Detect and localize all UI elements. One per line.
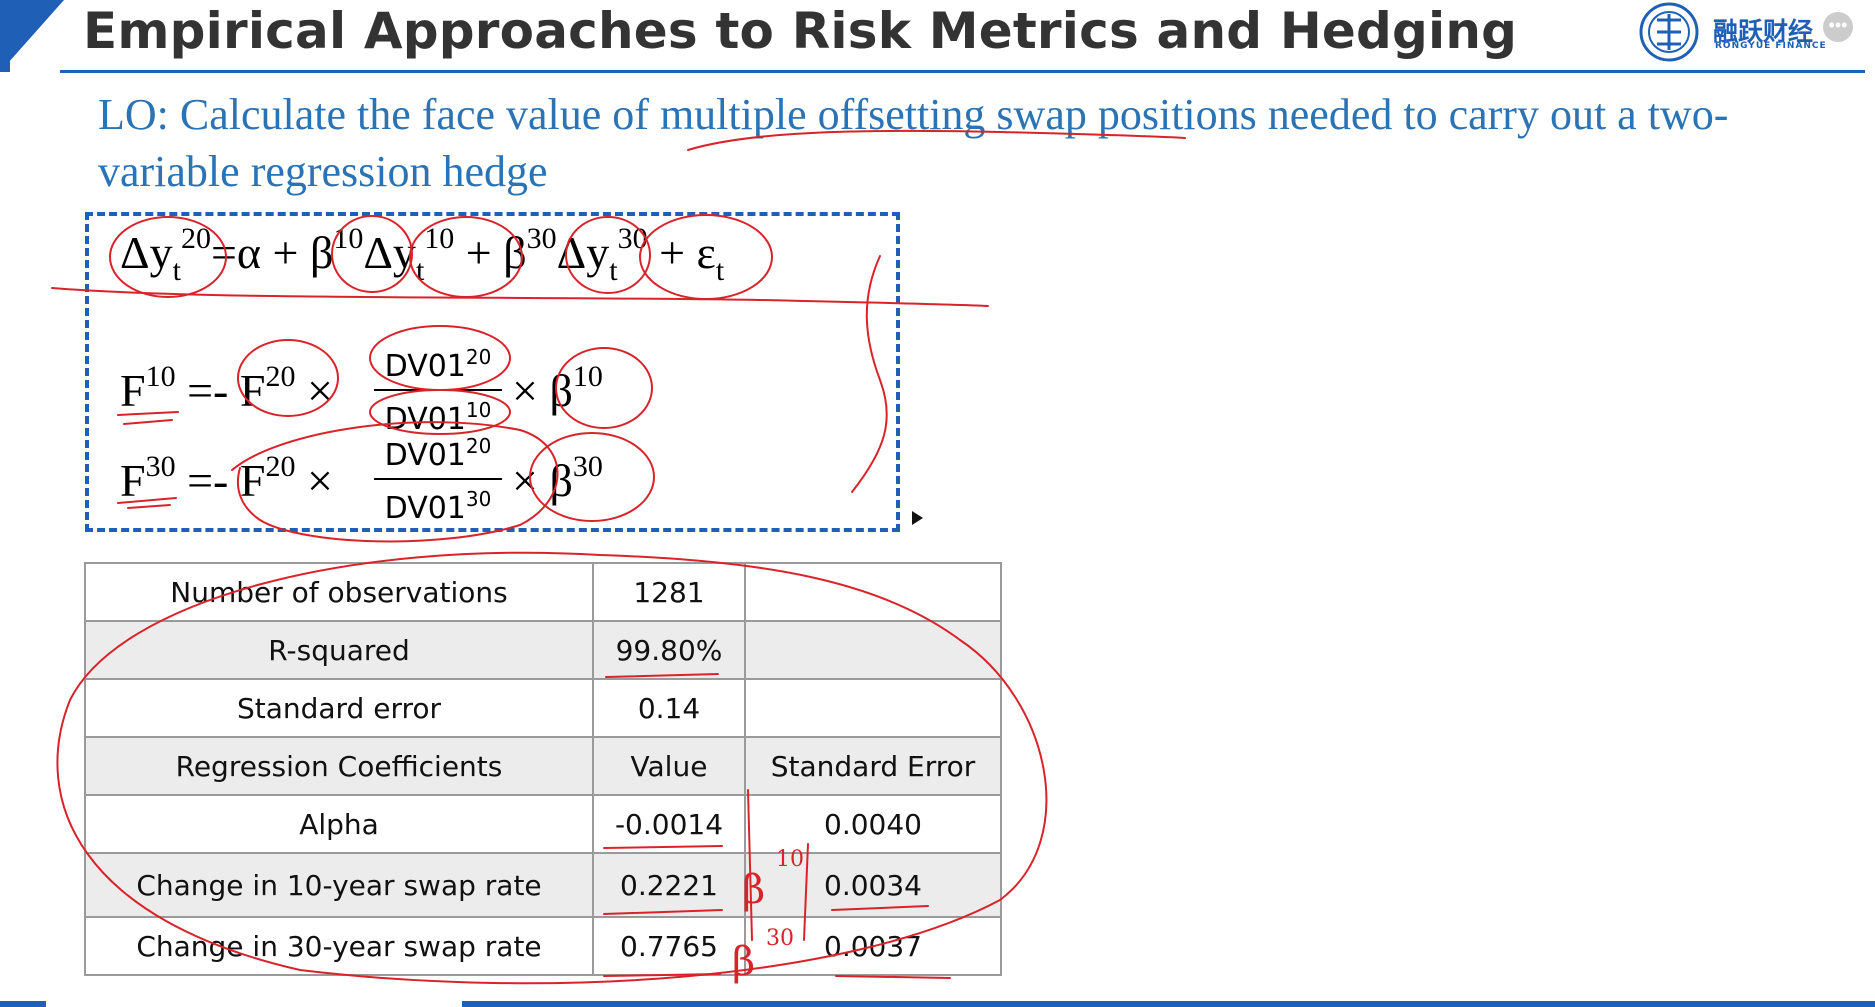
hedge-beta-10: × β10 (512, 360, 603, 416)
table-cell-value: 0.2221 (592, 852, 746, 918)
table-cell-se: 0.0040 (744, 794, 1002, 854)
table-cell-label: R-squared (84, 620, 594, 680)
table-cell-se (744, 678, 1002, 738)
table-row: Standard error 0.14 (84, 678, 1002, 738)
fraction-bar-10 (374, 389, 502, 391)
table-cell-se: 0.0037 (744, 916, 1002, 976)
footer-divider (462, 1001, 1875, 1007)
table-row: Change in 10-year swap rate 0.2221 0.003… (84, 852, 1002, 918)
table-header-row: Regression Coefficients Value Standard E… (84, 736, 1002, 796)
dv01-denominator-10: DV0110 (384, 398, 492, 437)
header-accent (0, 0, 64, 72)
hedge-beta-30: × β30 (512, 450, 603, 506)
table-cell-label: Regression Coefficients (84, 736, 594, 796)
table-cell-se: Standard Error (744, 736, 1002, 796)
regression-equation: Δyt20=α + β10Δyt10 + β30Δyt30 + εt (120, 222, 725, 287)
regression-table: Number of observations 1281 R-squared 99… (84, 562, 1002, 976)
more-options-icon[interactable]: ••• (1823, 12, 1853, 42)
table-cell-value: 1281 (592, 562, 746, 622)
table-row: Change in 30-year swap rate 0.7765 0.003… (84, 916, 1002, 976)
table-cell-se (744, 620, 1002, 680)
hedge-formula-10: F10 =- F20 × (120, 360, 333, 416)
table-cell-value: 0.14 (592, 678, 746, 738)
table-cell-label: Standard error (84, 678, 594, 738)
table-cell-value: 99.80% (592, 620, 746, 680)
brand-subtitle: RONGYUE FINANCE (1715, 41, 1827, 51)
slide-title: Empirical Approaches to Risk Metrics and… (83, 2, 1518, 60)
table-cell-label: Change in 10-year swap rate (84, 852, 594, 918)
table-cell-se (744, 562, 1002, 622)
table-row: Number of observations 1281 (84, 562, 1002, 622)
table-row: R-squared 99.80% (84, 620, 1002, 680)
play-cursor-icon (912, 511, 923, 525)
brand-seal-icon (1639, 2, 1699, 62)
dv01-numerator-30: DV0120 (384, 434, 492, 473)
table-cell-label: Alpha (84, 794, 594, 854)
hedge-formula-30: F30 =- F20 × (120, 450, 333, 506)
footer-accent (0, 1001, 46, 1007)
header-accent-bar (0, 0, 10, 72)
dv01-numerator-10: DV0120 (384, 345, 492, 384)
table-cell-label: Number of observations (84, 562, 594, 622)
table-cell-se: 0.0034 (744, 852, 1002, 918)
learning-objective: LO: Calculate the face value of multiple… (98, 90, 1729, 196)
table-cell-value: -0.0014 (592, 794, 746, 854)
table-cell-value: Value (592, 736, 746, 796)
table-cell-value: 0.7765 (592, 916, 746, 976)
header-divider (60, 70, 1865, 73)
table-row: Alpha -0.0014 0.0040 (84, 794, 1002, 854)
dv01-denominator-30: DV0130 (384, 487, 492, 526)
brand-name: 融跃财经 (1713, 17, 1814, 46)
brand-logo: 融跃财经 RONGYUE FINANCE ••• (1635, 0, 1855, 64)
fraction-bar-30 (374, 478, 502, 480)
table-cell-label: Change in 30-year swap rate (84, 916, 594, 976)
